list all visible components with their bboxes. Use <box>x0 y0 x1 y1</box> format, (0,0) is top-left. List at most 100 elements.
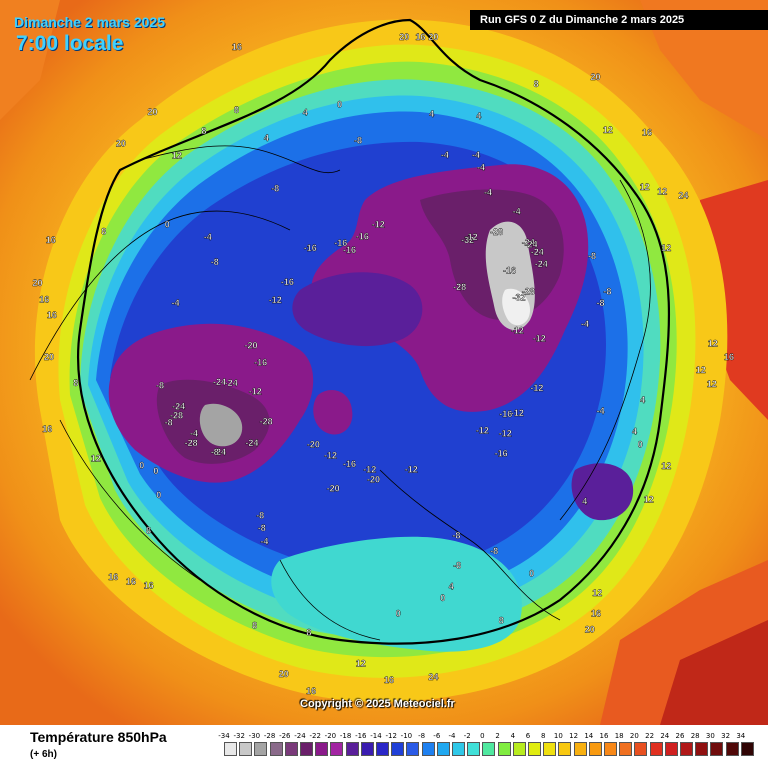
legend-swatch <box>269 742 283 756</box>
isotherm-label: -24 <box>245 438 258 448</box>
legend-swatch <box>710 742 724 756</box>
isotherm-label: -4 <box>513 207 521 217</box>
isotherm-label: -4 <box>441 150 449 160</box>
legend-tick-label: -26 <box>279 732 291 740</box>
legend-swatch <box>254 742 268 756</box>
isotherm-label: 16 <box>108 572 118 582</box>
isotherm-label: -4 <box>477 163 485 173</box>
isotherm-label: -8 <box>597 298 605 308</box>
legend-tick-label: -4 <box>448 732 456 740</box>
legend-tick-label: -12 <box>385 732 397 740</box>
legend-swatch <box>680 742 693 756</box>
isotherm-label: -12 <box>405 464 418 474</box>
isotherm-label: -8 <box>453 560 461 570</box>
isotherm-label: -12 <box>324 451 337 461</box>
isotherm-label: 16 <box>46 235 56 245</box>
cold-blob-hudson <box>313 390 353 435</box>
isotherm-label: -12 <box>530 383 543 393</box>
isotherm-label: 16 <box>591 608 601 618</box>
cold-blob-arctic <box>292 272 423 347</box>
legend-swatch <box>512 742 526 756</box>
legend-tick-label: 0 <box>480 732 485 740</box>
legend-swatch <box>573 742 587 756</box>
legend-tick-label: -32 <box>233 732 245 740</box>
legend-tick-label: 12 <box>569 732 579 740</box>
isotherm-label: 20 <box>585 624 595 634</box>
isotherm-label: 16 <box>642 127 652 137</box>
legend-swatch <box>376 742 389 756</box>
isotherm-label: -12 <box>499 428 512 438</box>
isotherm-label: 16 <box>39 294 49 304</box>
isotherm-label: -32 <box>513 292 526 302</box>
temperature-map: 161616161612840-4-4-8-8-12-8-8-12-16-24-… <box>0 0 768 725</box>
legend-swatch <box>436 742 450 756</box>
isotherm-label: -32 <box>461 235 474 245</box>
isotherm-label: -16 <box>495 448 508 458</box>
legend-tick-label: -6 <box>433 732 441 740</box>
legend-tick-label: 6 <box>525 732 531 740</box>
isotherm-label: -12 <box>363 464 376 474</box>
isotherm-label: 12 <box>603 125 613 135</box>
isotherm-label: -8 <box>211 447 219 457</box>
isotherm-label: 4 <box>640 395 645 405</box>
isotherm-label: 20 <box>591 72 601 82</box>
isotherm-label: 12 <box>661 243 671 253</box>
isotherm-label: -4 <box>597 406 605 416</box>
isotherm-label: 8 <box>252 621 257 631</box>
isotherm-label: -12 <box>372 220 385 230</box>
isotherm-label: 20 <box>279 669 289 679</box>
legend-swatch <box>740 742 754 756</box>
isotherm-label: -16 <box>254 357 267 367</box>
isotherm-label: 16 <box>384 675 394 685</box>
isotherm-label: 4 <box>582 497 587 507</box>
isotherm-label: 20 <box>33 278 43 288</box>
isotherm-label: 12 <box>592 588 602 598</box>
isotherm-label: 12 <box>172 151 182 161</box>
isotherm-labels: 161616161612840-4-4-8-8-12-8-8-12-16-24-… <box>32 32 734 696</box>
isotherm-label: -4 <box>260 536 268 546</box>
legend-tick-label: 10 <box>553 732 563 740</box>
legend-tick-label: 16 <box>599 732 609 740</box>
isotherm-label: 12 <box>91 453 101 463</box>
legend-swatch <box>543 742 557 756</box>
isotherm-label: 8 <box>234 105 239 115</box>
isotherm-label: -4 <box>190 428 198 438</box>
isotherm-label: -20 <box>307 439 320 449</box>
isotherm-label: -8 <box>603 286 611 296</box>
isotherm-label: 12 <box>356 659 366 669</box>
legend-swatch <box>224 742 237 756</box>
legend-tick-label: -22 <box>309 732 321 740</box>
legend-tick-label: -16 <box>355 732 367 740</box>
legend-swatch <box>482 742 496 756</box>
legend-swatch <box>406 742 420 756</box>
legend-tick-label: -24 <box>294 732 306 740</box>
isotherm-label: -8 <box>165 418 173 428</box>
isotherm-label: 12 <box>640 182 650 192</box>
isotherm-label: -8 <box>258 523 266 533</box>
isotherm-label: -12 <box>511 325 524 335</box>
isotherm-label: 4 <box>303 107 308 117</box>
legend-swatch <box>558 742 572 756</box>
isotherm-label: 12 <box>696 365 706 375</box>
isotherm-label: -8 <box>588 251 596 261</box>
hot-region-east <box>700 180 768 420</box>
isotherm-label: -16 <box>343 245 356 255</box>
isotherm-label: 8 <box>101 227 106 237</box>
isotherm-label: -24 <box>172 402 185 412</box>
isotherm-label: -24 <box>531 247 544 257</box>
isotherm-label: -4 <box>204 232 212 242</box>
isotherm-label: -12 <box>269 295 282 305</box>
isotherm-label: 16 <box>232 42 242 52</box>
isotherm-label: 20 <box>428 32 438 42</box>
isotherm-label: -28 <box>170 411 183 421</box>
legend-title: Température 850hPa <box>30 729 167 745</box>
legend-tick-label: -14 <box>370 732 382 740</box>
isotherm-label: 12 <box>707 379 717 389</box>
legend-swatch <box>467 742 481 756</box>
isotherm-label: 0 <box>165 219 170 229</box>
legend-swatch <box>695 742 709 756</box>
isotherm-zero-line <box>76 18 671 645</box>
isotherm-label: -12 <box>465 232 478 242</box>
isotherm-label: 16 <box>126 577 136 587</box>
legend-swatch <box>330 742 344 756</box>
